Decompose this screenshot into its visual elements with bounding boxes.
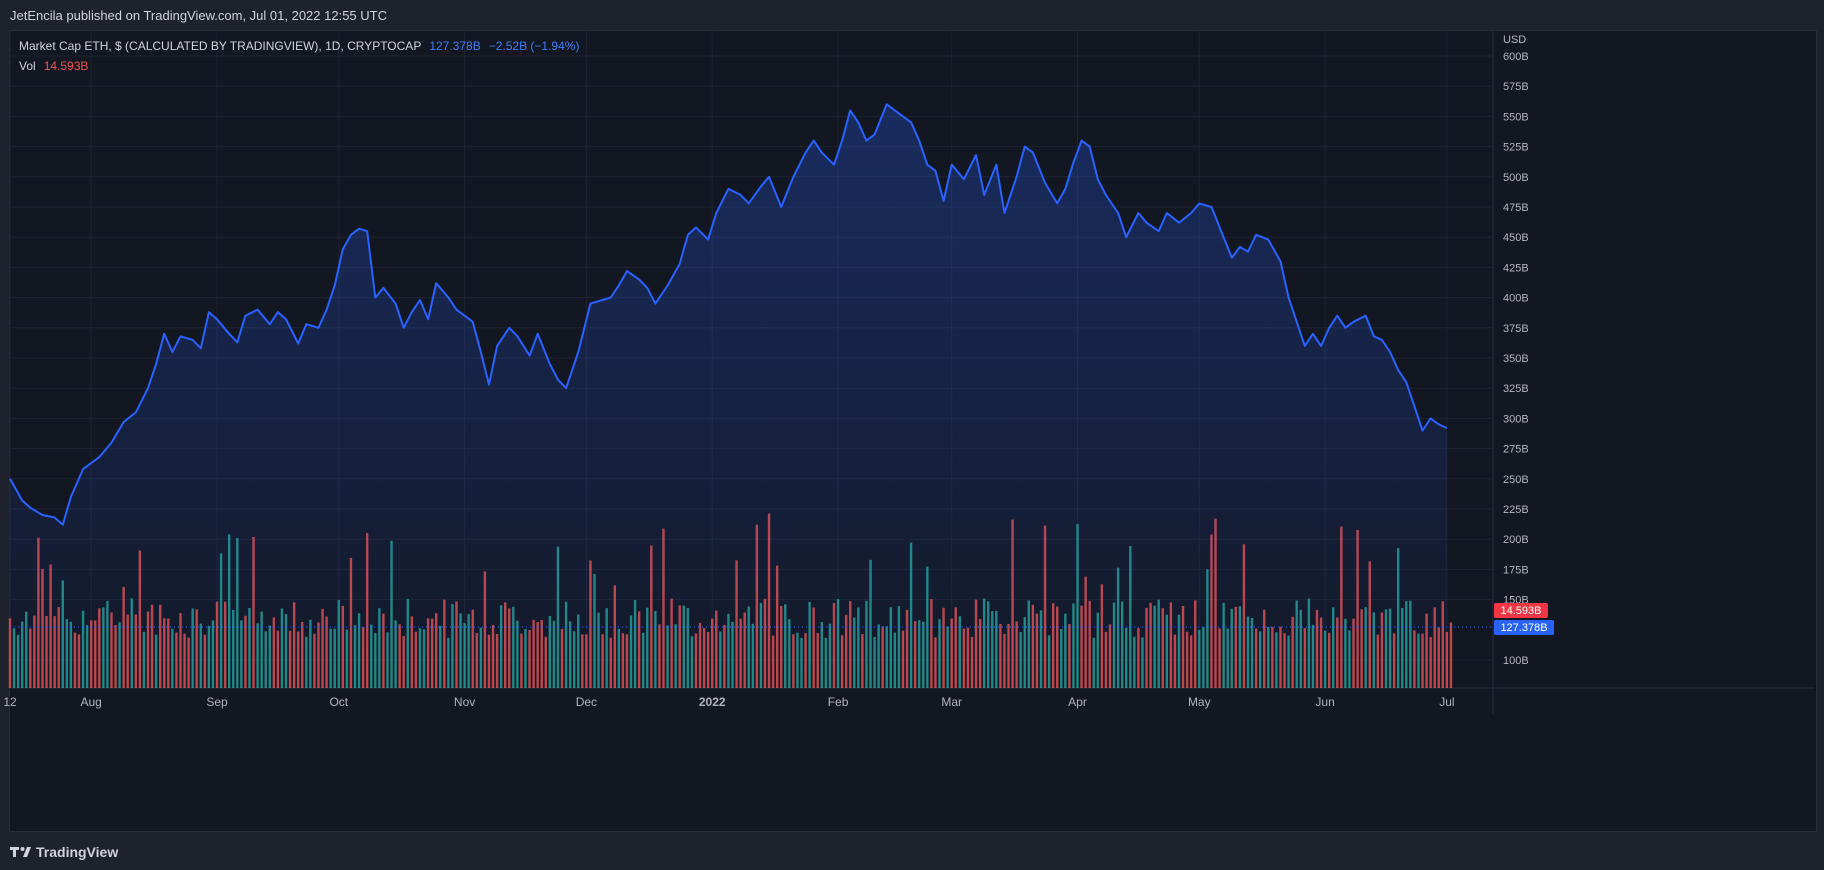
legend-title: Market Cap ETH, $ (CALCULATED BY TRADING… bbox=[19, 39, 421, 53]
x-tick-label: 12 bbox=[3, 695, 17, 709]
volume-legend: Vol 14.593B bbox=[19, 59, 88, 73]
x-tick-label: Feb bbox=[828, 695, 849, 709]
x-tick-label: Dec bbox=[576, 695, 597, 709]
legend-price: 127.378B bbox=[429, 39, 480, 53]
volume-legend-value: 14.593B bbox=[44, 59, 89, 73]
y-tick-label: 400B bbox=[1503, 293, 1529, 305]
y-tick-label: 425B bbox=[1503, 262, 1529, 274]
y-tick-label: 575B bbox=[1503, 81, 1529, 93]
y-tick-label: 600B bbox=[1503, 51, 1529, 63]
y-tick-label: 225B bbox=[1503, 504, 1529, 516]
y-tick-label: 375B bbox=[1503, 323, 1529, 335]
legend-change: −2.52B (−1.94%) bbox=[489, 39, 580, 53]
volume-bar bbox=[1450, 622, 1452, 688]
x-tick-label: Apr bbox=[1068, 695, 1087, 709]
volume-legend-label: Vol bbox=[19, 59, 36, 73]
x-tick-label: Jul bbox=[1439, 695, 1454, 709]
x-tick-label: Mar bbox=[941, 695, 962, 709]
price-badge-text: 127.378B bbox=[1500, 622, 1547, 634]
y-tick-label: 450B bbox=[1503, 232, 1529, 244]
y-tick-label: 175B bbox=[1503, 564, 1529, 576]
volume-badge-text: 14.593B bbox=[1501, 605, 1542, 617]
tradingview-logo[interactable]: TradingView bbox=[10, 844, 118, 860]
x-tick-label: May bbox=[1188, 695, 1211, 709]
y-tick-label: 550B bbox=[1503, 111, 1529, 123]
x-tick-label: 2022 bbox=[699, 695, 726, 709]
x-tick-label: Nov bbox=[454, 695, 475, 709]
y-tick-label: 250B bbox=[1503, 474, 1529, 486]
price-chart[interactable]: 600B 575B 550B 525B 500B 475B 450B 425B 400B 375B… bbox=[0, 0, 1824, 836]
y-axis-unit: USD bbox=[1503, 34, 1526, 46]
footer bbox=[0, 836, 1824, 870]
x-tick-label: Sep bbox=[206, 695, 228, 709]
y-tick-label: 475B bbox=[1503, 202, 1529, 214]
y-tick-label: 100B bbox=[1503, 655, 1529, 667]
y-tick-label: 500B bbox=[1503, 172, 1529, 184]
x-tick-label: Oct bbox=[329, 695, 348, 709]
tradingview-logo-icon bbox=[10, 845, 32, 859]
y-tick-label: 325B bbox=[1503, 383, 1529, 395]
x-tick-label: Aug bbox=[81, 695, 102, 709]
tradingview-brand: TradingView bbox=[36, 844, 118, 860]
y-tick-label: 300B bbox=[1503, 413, 1529, 425]
y-tick-label: 200B bbox=[1503, 534, 1529, 546]
y-tick-label: 275B bbox=[1503, 444, 1529, 456]
y-tick-label: 350B bbox=[1503, 353, 1529, 365]
x-tick-label: Jun bbox=[1315, 695, 1334, 709]
chart-legend: Market Cap ETH, $ (CALCULATED BY TRADING… bbox=[19, 39, 579, 53]
y-tick-label: 525B bbox=[1503, 142, 1529, 154]
